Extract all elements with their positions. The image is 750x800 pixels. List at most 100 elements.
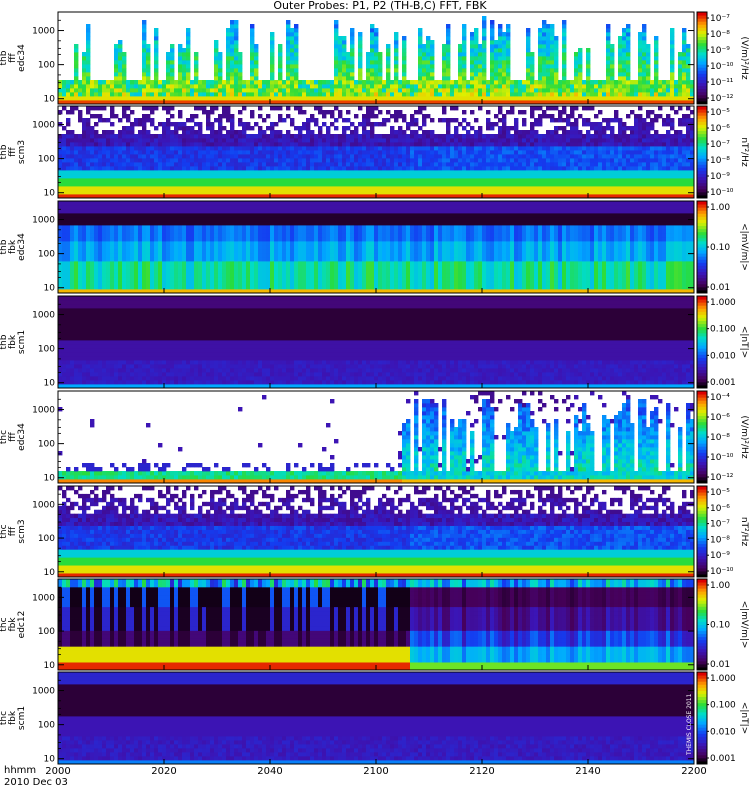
heatmap-cell <box>106 182 110 186</box>
heatmap-cell <box>510 178 514 182</box>
heatmap-cell <box>670 36 674 40</box>
heatmap-cell <box>250 158 254 162</box>
heatmap-cell <box>174 92 178 96</box>
heatmap-cell <box>402 36 406 40</box>
heatmap-cell <box>170 170 174 174</box>
heatmap-cell <box>94 96 98 100</box>
heatmap-cell <box>654 80 658 84</box>
heatmap-cell <box>322 96 326 100</box>
heatmap-cell <box>234 44 238 48</box>
heatmap-cell <box>426 178 430 182</box>
heatmap-cell <box>630 170 634 174</box>
heatmap-cell <box>602 150 606 154</box>
heatmap-cell <box>306 174 310 178</box>
heatmap-cell <box>618 138 622 142</box>
heatmap-cell <box>542 96 546 100</box>
heatmap-cell <box>506 44 510 48</box>
heatmap-cell <box>682 84 686 88</box>
heatmap-cell <box>522 150 526 154</box>
heatmap-cell <box>490 170 494 174</box>
heatmap-cell <box>226 40 230 44</box>
heatmap-cell <box>318 142 322 146</box>
heatmap-cell <box>618 92 622 96</box>
colorbar: 10⁻⁷10⁻⁸10⁻⁹10⁻¹⁰10⁻¹¹10⁻¹²(V/m)²/Hz <box>697 12 749 105</box>
heatmap-cell <box>58 162 62 166</box>
heatmap-cell <box>194 64 198 68</box>
heatmap-cell <box>266 134 270 138</box>
heatmap-cell <box>98 170 102 174</box>
heatmap-cell <box>462 190 466 194</box>
heatmap-cell <box>62 166 66 170</box>
heatmap-cell <box>114 56 118 60</box>
heatmap-cell <box>326 130 330 134</box>
heatmap-cell <box>146 174 150 178</box>
heatmap-cell <box>486 118 490 122</box>
heatmap-cell <box>654 84 658 88</box>
heatmap-cell <box>138 166 142 170</box>
heatmap-cell <box>182 96 186 100</box>
heatmap-cell <box>646 122 650 126</box>
heatmap-cell <box>462 88 466 92</box>
heatmap-cell <box>302 92 306 96</box>
heatmap-cell <box>482 146 486 150</box>
heatmap-cell <box>286 24 290 28</box>
heatmap-cell <box>282 150 286 154</box>
heatmap-cell <box>638 150 642 154</box>
heatmap-cell <box>658 186 662 190</box>
heatmap-cell <box>98 158 102 162</box>
heatmap-cell <box>238 182 242 186</box>
heatmap-cell <box>674 158 678 162</box>
heatmap-cell <box>582 106 586 110</box>
heatmap-cell <box>522 80 526 84</box>
heatmap-cell <box>394 138 398 142</box>
heatmap-cell <box>638 162 642 166</box>
heatmap-cell <box>630 186 634 190</box>
heatmap-cell <box>394 110 398 114</box>
heatmap-cell <box>610 142 614 146</box>
heatmap-cell <box>598 190 602 194</box>
heatmap-cell <box>242 190 246 194</box>
heatmap-cell <box>178 88 182 92</box>
heatmap-cell <box>530 52 534 56</box>
heatmap-cell <box>482 186 486 190</box>
heatmap-cell <box>646 110 650 114</box>
heatmap-cell <box>222 166 226 170</box>
heatmap-cell <box>418 56 422 60</box>
heatmap-cell <box>662 154 666 158</box>
heatmap-cell <box>302 134 306 138</box>
heatmap-cell <box>286 80 290 84</box>
heatmap-cell <box>554 106 558 110</box>
heatmap-cell <box>230 126 234 130</box>
heatmap-cell <box>474 170 478 174</box>
heatmap-cell <box>478 150 482 154</box>
heatmap-cell <box>586 150 590 154</box>
heatmap-cell <box>290 166 294 170</box>
heatmap-cell <box>294 138 298 142</box>
heatmap-cell <box>262 190 266 194</box>
heatmap-cell <box>458 166 462 170</box>
heatmap-cell <box>362 142 366 146</box>
heatmap-cell <box>558 174 562 178</box>
heatmap-cell <box>262 170 266 174</box>
heatmap-cell <box>474 88 478 92</box>
heatmap-cell <box>106 146 110 150</box>
heatmap-cell <box>166 84 170 88</box>
heatmap-cell <box>78 186 82 190</box>
heatmap-cell <box>582 178 586 182</box>
heatmap-cell <box>318 88 322 92</box>
heatmap-cell <box>390 178 394 182</box>
heatmap-cell <box>658 170 662 174</box>
heatmap-cell <box>194 154 198 158</box>
heatmap-cell <box>534 138 538 142</box>
heatmap-cell <box>666 170 670 174</box>
heatmap-cell <box>462 162 466 166</box>
heatmap-cell <box>98 96 102 100</box>
heatmap-cell <box>674 190 678 194</box>
heatmap-cell <box>582 182 586 186</box>
heatmap-cell <box>366 92 370 96</box>
heatmap-cell <box>554 142 558 146</box>
heatmap-cell <box>262 118 266 122</box>
heatmap-cell <box>682 142 686 146</box>
heatmap-cell <box>322 158 326 162</box>
heatmap-cell <box>142 162 146 166</box>
